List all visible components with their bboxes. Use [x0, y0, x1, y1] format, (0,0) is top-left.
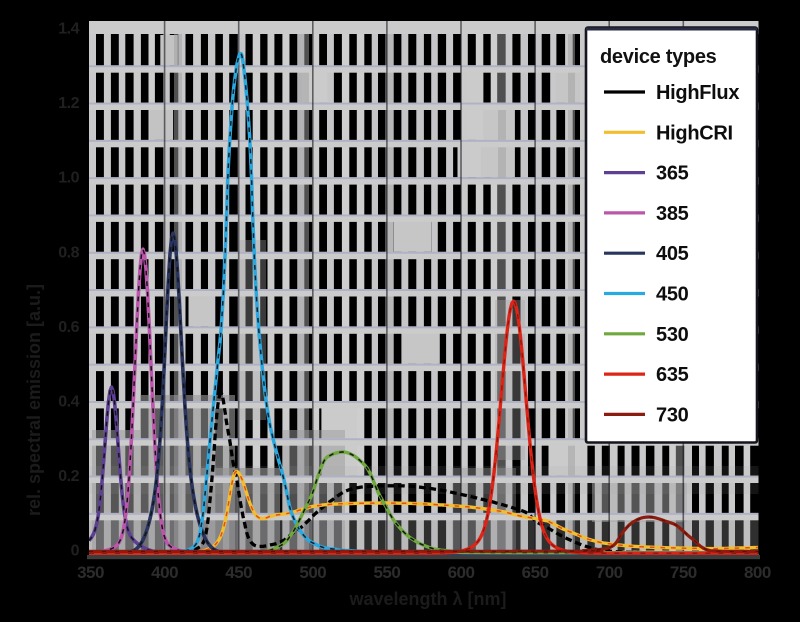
svg-text:550: 550 [373, 563, 400, 582]
svg-text:600: 600 [448, 563, 475, 582]
svg-text:1.2: 1.2 [58, 95, 79, 112]
svg-text:0.8: 0.8 [58, 244, 79, 261]
svg-text:450: 450 [656, 284, 689, 306]
svg-text:365: 365 [656, 163, 689, 185]
svg-text:wavelength λ [nm]: wavelength λ [nm] [348, 589, 506, 609]
svg-text:HighFlux: HighFlux [656, 82, 739, 104]
svg-text:700: 700 [596, 563, 623, 582]
svg-text:385: 385 [656, 203, 689, 225]
svg-text:HighCRI: HighCRI [656, 122, 733, 144]
svg-text:500: 500 [299, 563, 326, 582]
svg-text:730: 730 [656, 404, 689, 426]
svg-text:800: 800 [744, 563, 771, 582]
svg-text:0.6: 0.6 [58, 319, 79, 336]
svg-text:1.0: 1.0 [58, 170, 79, 187]
svg-text:device types: device types [600, 46, 717, 68]
svg-text:0.4: 0.4 [58, 394, 79, 411]
svg-text:405: 405 [656, 243, 689, 265]
svg-text:0: 0 [71, 543, 80, 560]
svg-text:450: 450 [225, 563, 252, 582]
svg-text:rel. spectral emission [a.u.]: rel. spectral emission [a.u.] [24, 284, 44, 516]
svg-text:650: 650 [522, 563, 549, 582]
svg-text:400: 400 [151, 563, 178, 582]
svg-text:0.2: 0.2 [58, 468, 79, 485]
svg-text:1.4: 1.4 [58, 21, 79, 38]
svg-text:750: 750 [670, 563, 697, 582]
svg-text:350: 350 [77, 563, 104, 582]
svg-text:635: 635 [656, 364, 689, 386]
svg-text:530: 530 [656, 324, 689, 346]
